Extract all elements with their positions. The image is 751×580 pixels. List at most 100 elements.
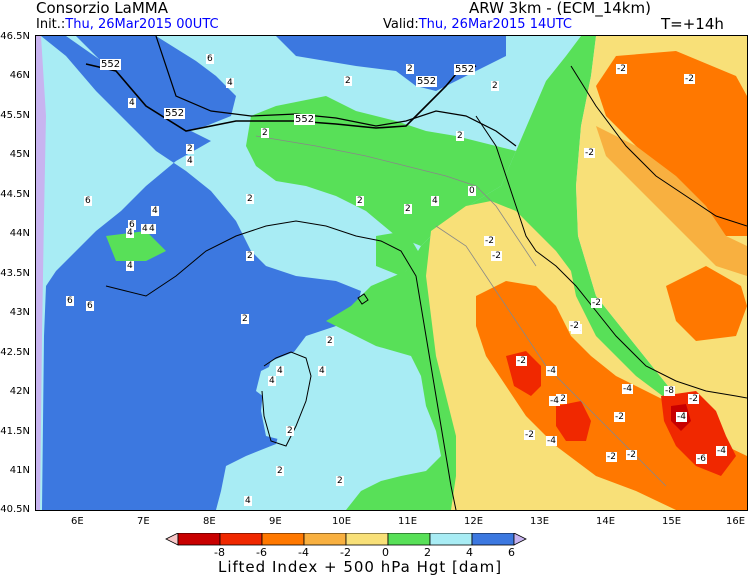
colorbar-tick-label: -6 — [256, 546, 267, 559]
li-zone-minus6-minus4 — [556, 401, 591, 441]
lon-tick: 12E — [464, 516, 484, 527]
li-value-label: -4 — [622, 384, 633, 394]
lat-tick: 44.5N — [0, 189, 30, 200]
li-value-label: 2 — [491, 81, 499, 91]
valid-time: Valid:Thu, 26Mar2015 14UTC — [383, 17, 572, 32]
lon-tick: 14E — [596, 516, 616, 527]
li-value-label: 6 — [84, 196, 92, 206]
regional-border — [435, 225, 667, 487]
li-value-label: 2 — [406, 64, 414, 74]
li-value-label: 6 — [66, 296, 74, 306]
lon-tick: 10E — [332, 516, 352, 527]
lat-tick: 41N — [9, 465, 30, 476]
colorbar-tick-label: 0 — [382, 546, 389, 559]
li-value-label: -2 — [584, 148, 595, 158]
init-label: Init.: — [36, 17, 66, 32]
li-value-label: 6 — [128, 220, 136, 230]
init-value: Thu, 26Mar2015 00UTC — [65, 17, 219, 32]
li-value-label: 2 — [344, 76, 352, 86]
li-value-label: 4 — [151, 206, 159, 216]
lat-tick: 46.5N — [0, 31, 30, 42]
li-value-label: -2 — [591, 298, 602, 308]
colorbar-segment — [261, 533, 305, 546]
organization-title: Consorzio LaMMA — [36, 0, 168, 17]
li-value-label: -4 — [546, 366, 557, 376]
li-value-label: 4 — [141, 224, 149, 234]
li-zone-minus6-minus4 — [506, 351, 541, 396]
li-value-label: 4 — [148, 224, 156, 234]
li-value-label: -2 — [616, 64, 627, 74]
sardinia-outline — [261, 351, 312, 447]
lat-tick: 40.5N — [0, 504, 30, 515]
regional-border — [255, 135, 537, 267]
corsica-island — [261, 351, 311, 441]
li-value-label: 4 — [226, 78, 234, 88]
li-value-label: 2 — [326, 336, 334, 346]
li-value-label: 4 — [128, 98, 136, 108]
lon-tick: 9E — [269, 516, 282, 527]
valid-label: Valid: — [383, 17, 419, 32]
li-zone-minus4-minus2 — [666, 266, 747, 341]
colorbar-tick-label: 4 — [466, 546, 473, 559]
li-zone-minus4-minus2 — [596, 51, 747, 236]
colorbar-tick-label: -4 — [298, 546, 309, 559]
li-value-label: -2 — [688, 394, 699, 404]
li-zone-minus4-minus2-edge — [596, 126, 747, 276]
colorbar-segment — [471, 533, 515, 546]
li-value-label: 4 — [126, 228, 134, 238]
valid-value: Thu, 26Mar2015 14UTC — [418, 17, 573, 32]
colorbar-segment — [219, 533, 263, 546]
lat-tick: 44N — [9, 228, 30, 239]
national-border — [155, 36, 517, 147]
elba-island — [357, 293, 369, 305]
li-value-label: 2 — [356, 196, 364, 206]
colorbar-segment — [303, 533, 347, 546]
colorbar-segment — [387, 533, 431, 546]
lon-tick: 15E — [662, 516, 682, 527]
forecast-step: T=+14h — [661, 15, 724, 33]
lat-tick: 41.5N — [0, 426, 30, 437]
li-value-label: -2 — [524, 430, 535, 440]
height-contour-552 — [85, 63, 477, 132]
lat-tick: 46N — [9, 70, 30, 81]
li-value-label: 4 — [276, 366, 284, 376]
li-value-label: 2 — [261, 128, 269, 138]
lat-tick: 42N — [9, 386, 30, 397]
colorbar-arrow-min — [165, 533, 179, 546]
lon-tick: 16E — [726, 516, 746, 527]
li-zone-0-2 — [246, 96, 516, 246]
li-value-label: -8 — [664, 386, 675, 396]
colorbar-svg — [165, 533, 527, 546]
lat-tick: 45.5N — [0, 110, 30, 121]
li-value-label: -4 — [549, 396, 560, 406]
init-time: Init.:Thu, 26Mar2015 00UTC — [36, 17, 219, 32]
lon-tick: 11E — [398, 516, 418, 527]
height-label: 552 — [454, 64, 476, 75]
li-value-label: 0 — [468, 186, 476, 196]
lat-tick: 43N — [9, 307, 30, 318]
li-value-label: -4 — [716, 446, 727, 456]
colorbar-arrow-max — [513, 533, 527, 546]
li-value-label: 4 — [126, 261, 134, 271]
colorbar-title: Lifted Index + 500 hPa Hgt [dam] — [218, 558, 503, 576]
li-zone-4-6 — [276, 36, 506, 91]
li-value-label: 6 — [206, 54, 214, 64]
li-value-label: 2 — [276, 466, 284, 476]
li-value-label: 2 — [456, 131, 464, 141]
height-label: 552 — [100, 59, 122, 70]
lon-tick: 8E — [203, 516, 216, 527]
map-canvas — [36, 36, 747, 510]
li-value-label: 4 — [268, 376, 276, 386]
lat-tick: 42.5N — [0, 347, 30, 358]
colorbar-tick-label: -2 — [340, 546, 351, 559]
lon-tick: 13E — [530, 516, 550, 527]
li-value-label: -4 — [676, 412, 687, 422]
li-value-label: 2 — [246, 251, 254, 261]
coastline — [105, 220, 457, 510]
coastline — [570, 65, 747, 227]
colorbar-segment — [345, 533, 389, 546]
li-value-label: 4 — [318, 366, 326, 376]
lat-tick: 43.5N — [0, 268, 30, 279]
li-value-label: -2 — [626, 450, 637, 460]
